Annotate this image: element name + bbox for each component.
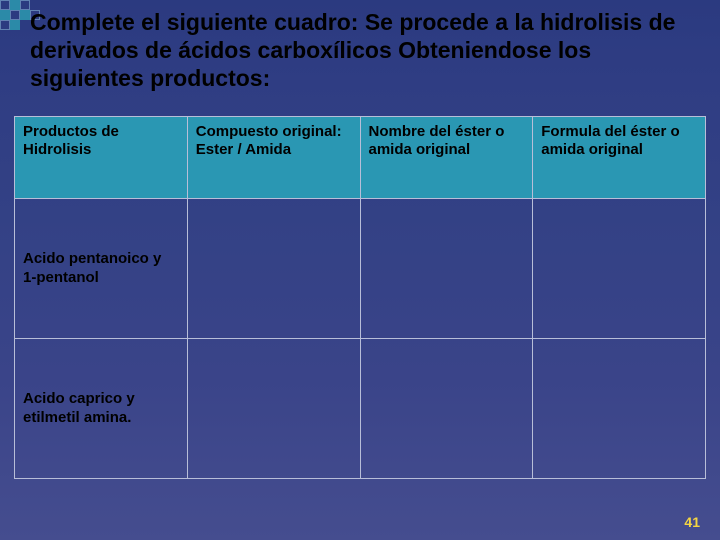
slide: Complete el siguiente cuadro: Se procede…	[0, 0, 720, 540]
table-cell	[187, 199, 360, 339]
decor-square	[10, 0, 20, 10]
table-cell	[360, 199, 533, 339]
table-cell	[360, 339, 533, 479]
slide-title: Complete el siguiente cuadro: Se procede…	[30, 8, 708, 92]
page-number: 41	[684, 514, 700, 530]
table-row: Acido caprico y etilmetil amina.	[15, 339, 706, 479]
table: Productos de Hidrolisis Compuesto origin…	[14, 116, 706, 479]
col-header-compuesto: Compuesto original:Ester / Amida	[187, 117, 360, 199]
decor-square	[20, 10, 30, 20]
decor-square	[20, 0, 30, 10]
row-label: Acido caprico y etilmetil amina.	[15, 339, 188, 479]
table-cell	[533, 339, 706, 479]
table-header-row: Productos de Hidrolisis Compuesto origin…	[15, 117, 706, 199]
col-header-nombre: Nombre del éster o amida original	[360, 117, 533, 199]
col-header-formula: Formula del éster o amida original	[533, 117, 706, 199]
decor-square	[0, 20, 10, 30]
decor-square	[10, 20, 20, 30]
table-cell	[187, 339, 360, 479]
row-label: Acido pentanoico y 1-pentanol	[15, 199, 188, 339]
table-cell	[533, 199, 706, 339]
decor-square	[0, 10, 10, 20]
table-row: Acido pentanoico y 1-pentanol	[15, 199, 706, 339]
decor-square	[0, 0, 10, 10]
exercise-table: Productos de Hidrolisis Compuesto origin…	[14, 116, 706, 479]
decor-square	[10, 10, 20, 20]
col-header-productos: Productos de Hidrolisis	[15, 117, 188, 199]
